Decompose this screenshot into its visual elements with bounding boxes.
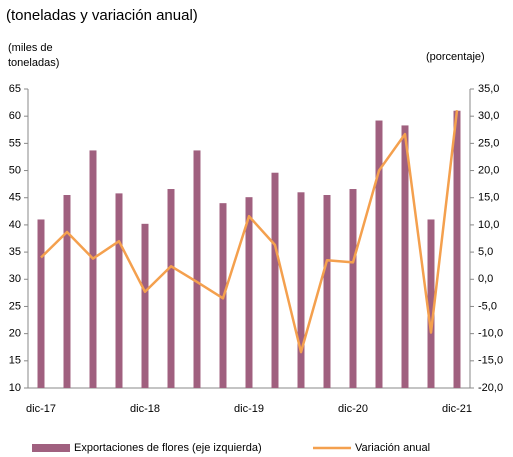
bar xyxy=(375,120,383,388)
bar xyxy=(89,150,97,388)
legend-label: Exportaciones de flores (eje izquierda) xyxy=(74,442,262,454)
line xyxy=(40,110,459,354)
y2-tick-label: 15,0 xyxy=(478,192,499,204)
bar xyxy=(349,189,357,388)
bar xyxy=(271,172,279,388)
bar xyxy=(323,195,331,388)
chart-title: (toneladas y variación anual) xyxy=(6,7,198,24)
legend-label: Variación anual xyxy=(355,442,430,454)
y-tick-label: 35 xyxy=(9,246,21,258)
bar xyxy=(453,110,461,388)
y-tick-label: 40 xyxy=(9,219,21,231)
y2-tick-label: -5,0 xyxy=(478,300,497,312)
bar xyxy=(245,197,253,388)
y-tick-label: 60 xyxy=(9,110,21,122)
y-axis-label: (miles de toneladas) xyxy=(8,42,60,69)
y2-tick-label: 5,0 xyxy=(478,246,493,258)
y2-tick-label: 25,0 xyxy=(478,137,499,149)
bar xyxy=(167,189,175,388)
y2-tick-label: 0,0 xyxy=(478,273,493,285)
y-tick-label: 20 xyxy=(9,328,21,340)
bar xyxy=(427,219,435,388)
legend-swatch xyxy=(32,444,70,452)
y2-tick-label: -15,0 xyxy=(478,355,503,367)
x-tick-label: dic-18 xyxy=(130,403,160,415)
y-tick-label: 45 xyxy=(9,192,21,204)
y-tick-label: 65 xyxy=(9,83,21,95)
bar xyxy=(63,195,71,388)
y2-tick-label: 35,0 xyxy=(478,83,499,95)
y2-tick-label: 30,0 xyxy=(478,110,499,122)
y-tick-label: 50 xyxy=(9,164,21,176)
bar xyxy=(297,192,305,388)
bar xyxy=(141,223,149,388)
y2-axis-label: (porcentaje) xyxy=(426,51,485,63)
x-tick-label: dic-17 xyxy=(26,403,56,415)
y2-tick-label: 20,0 xyxy=(478,164,499,176)
bar xyxy=(193,150,201,388)
y2-tick-label: -10,0 xyxy=(478,328,503,340)
y-tick-label: 10 xyxy=(9,382,21,394)
y-tick-label: 25 xyxy=(9,300,21,312)
x-tick-label: dic-20 xyxy=(338,403,368,415)
bar xyxy=(115,193,123,388)
y-tick-label: 55 xyxy=(9,137,21,149)
bar xyxy=(37,219,45,388)
x-tick-label: dic-19 xyxy=(234,403,264,415)
x-tick-label: dic-21 xyxy=(442,403,472,415)
y-tick-label: 30 xyxy=(9,273,21,285)
y2-tick-label: -20,0 xyxy=(478,382,503,394)
y2-tick-label: 10,0 xyxy=(478,219,499,231)
bar xyxy=(401,125,409,388)
y-tick-label: 15 xyxy=(9,355,21,367)
